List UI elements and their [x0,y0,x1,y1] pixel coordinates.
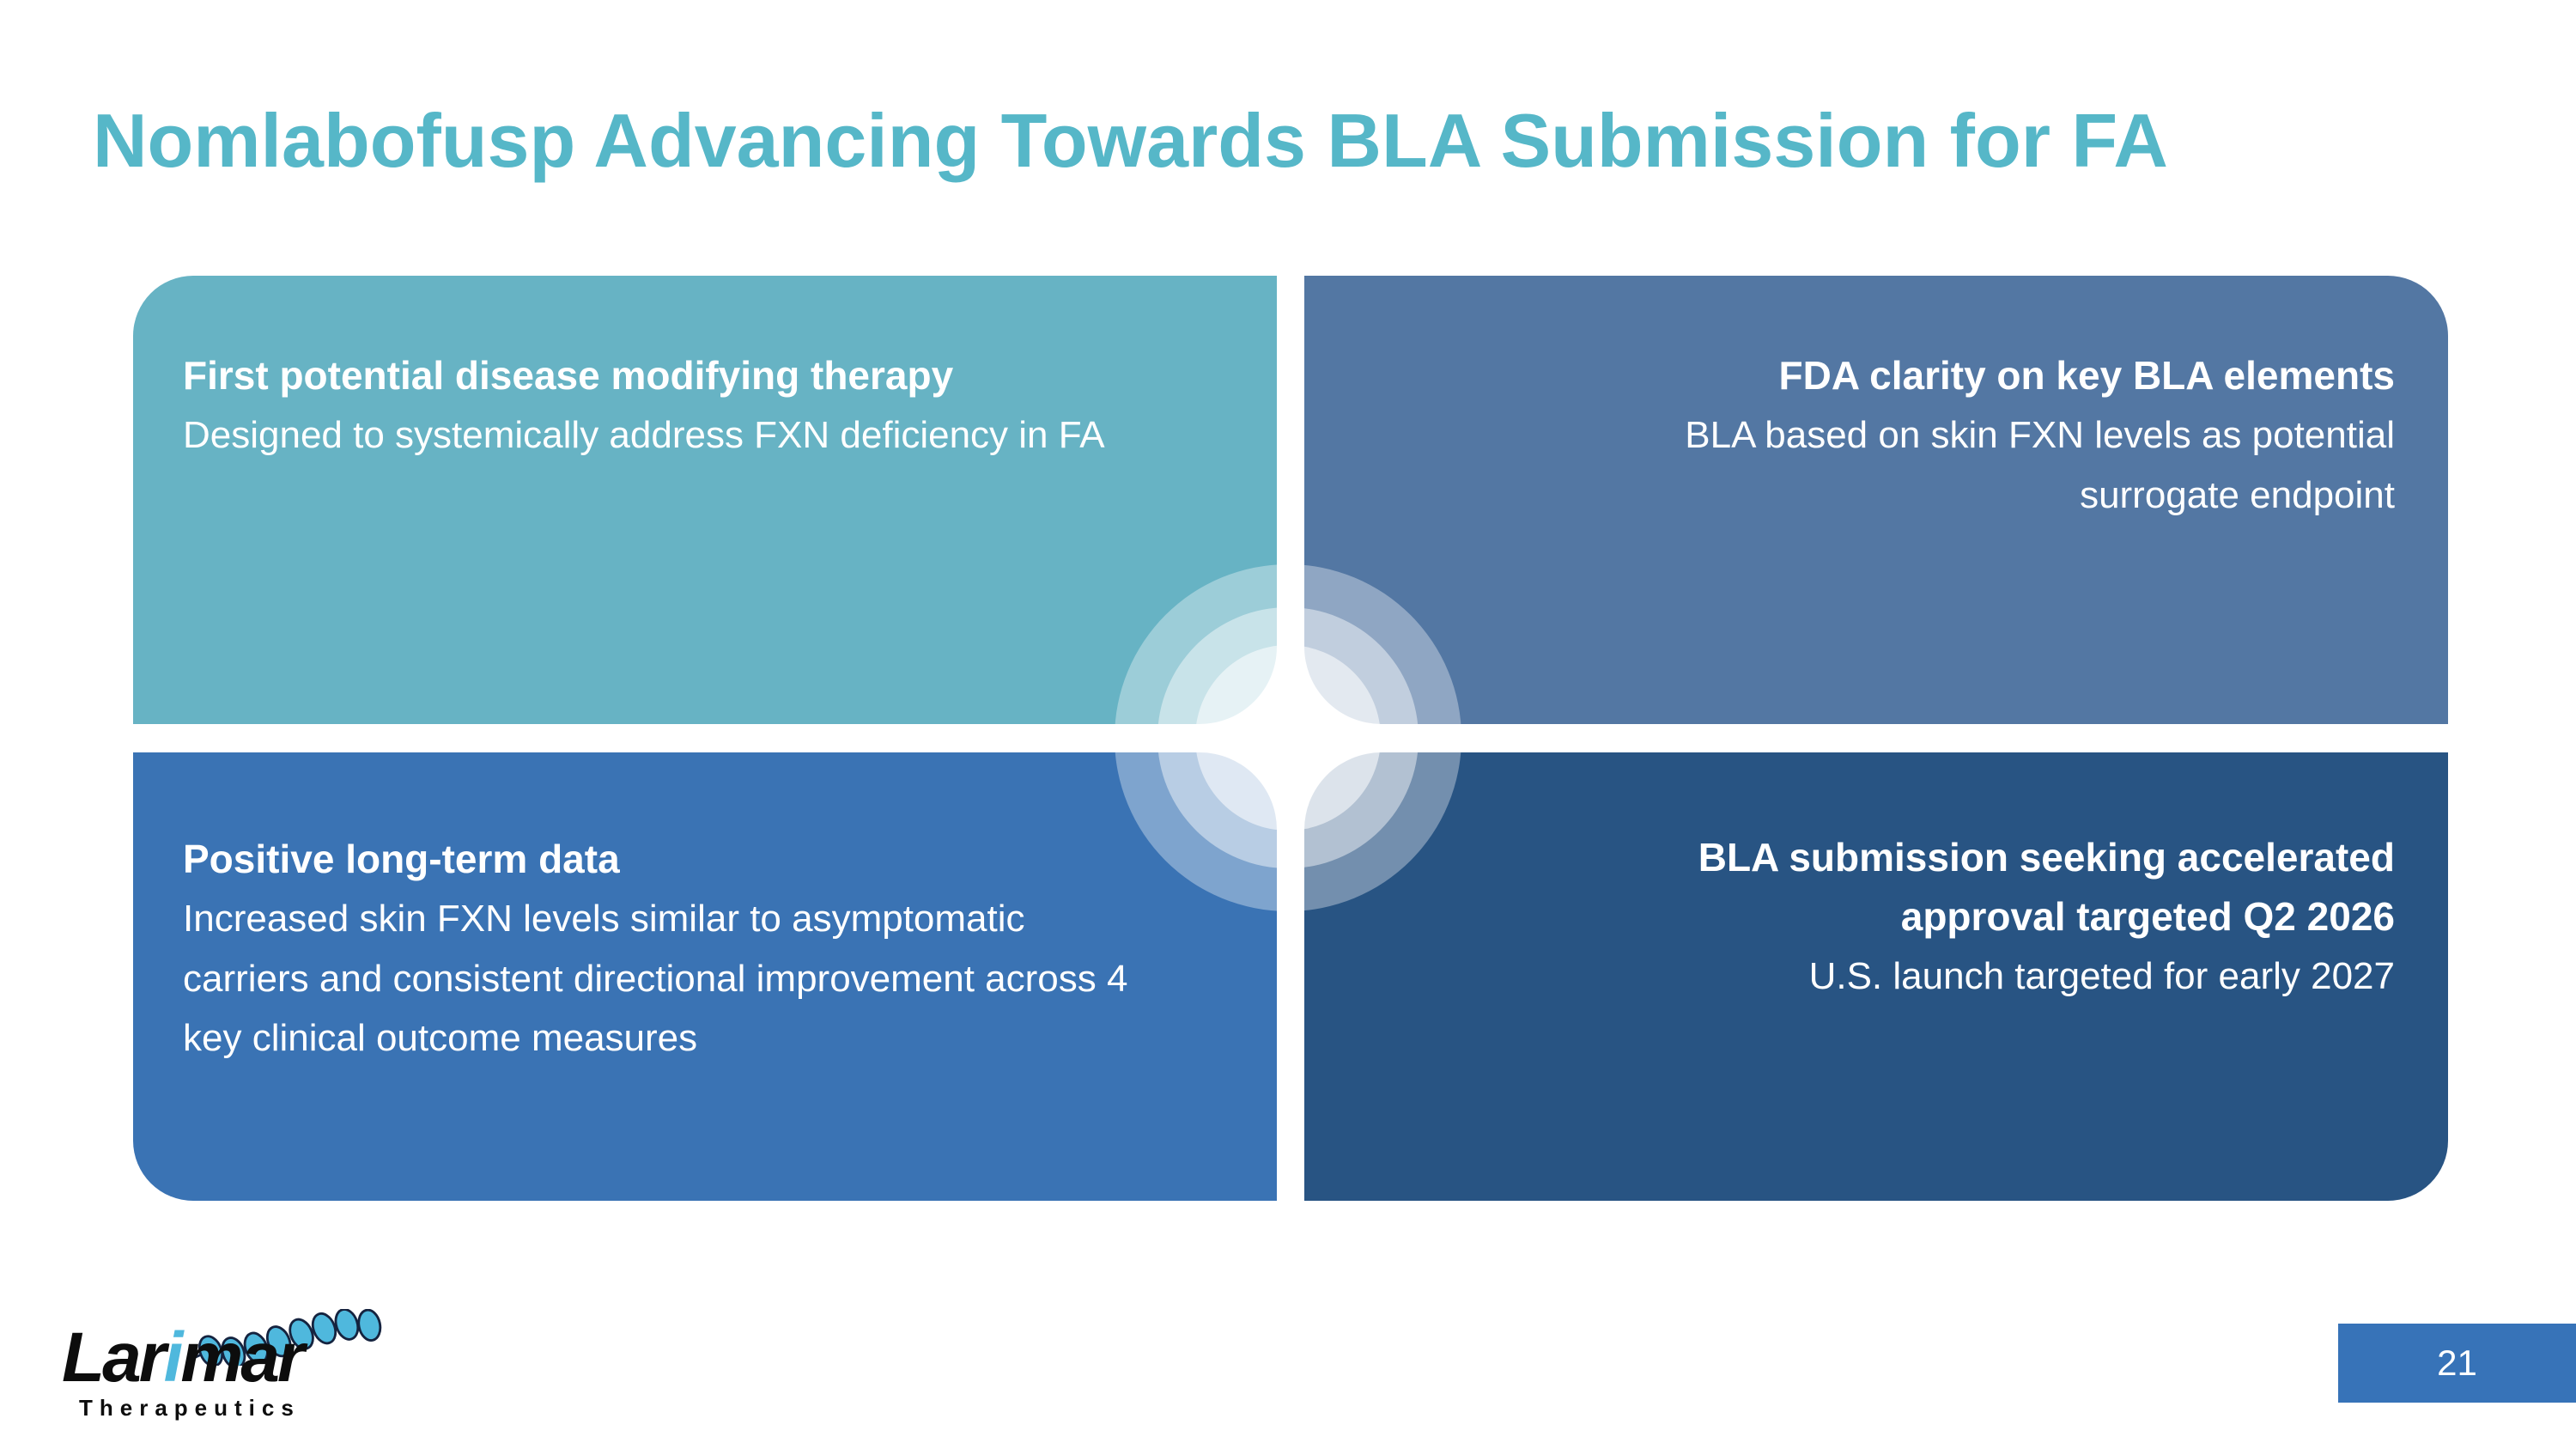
quadrant-bottom-left-heading: Positive long-term data [183,837,620,881]
quadrant-bottom-right-heading: BLA submission seeking accelerated appro… [1698,835,2395,939]
quadrant-top-right: FDA clarity on key BLA elements BLA base… [1304,276,2448,724]
page-number-badge: 21 [2338,1324,2576,1403]
larimar-logo: Larimar Therapeutics [62,1309,382,1434]
helix-icon [194,1309,382,1366]
quadrant-bottom-right: BLA submission seeking accelerated appro… [1304,752,2448,1201]
logo-wordmark: Larimar [62,1323,305,1393]
quadrant-top-right-body: BLA based on skin FXN levels as potentia… [1685,414,2395,516]
quadrant-top-right-heading: FDA clarity on key BLA elements [1778,353,2395,398]
quadrant-grid: First potential disease modifying therap… [133,276,2448,1201]
quadrant-top-left-body: Designed to systemically address FXN def… [183,414,1105,456]
quadrant-bottom-left-body: Increased skin FXN levels similar to asy… [183,898,1128,1060]
page-number: 21 [2437,1342,2477,1383]
quadrant-top-left-heading: First potential disease modifying therap… [183,353,954,398]
logo-text-i: i [163,1318,184,1397]
quadrant-bottom-right-body: U.S. launch targeted for early 2027 [1808,955,2395,997]
logo-text-lar: Lar [62,1318,167,1397]
quadrant-top-left: First potential disease modifying therap… [133,276,1277,724]
logo-subtitle: Therapeutics [79,1395,301,1421]
logo-text-mar: mar [180,1318,304,1397]
quadrant-bottom-left: Positive long-term data Increased skin F… [133,752,1277,1201]
slide-title: Nomlabofusp Advancing Towards BLA Submis… [93,98,2168,183]
